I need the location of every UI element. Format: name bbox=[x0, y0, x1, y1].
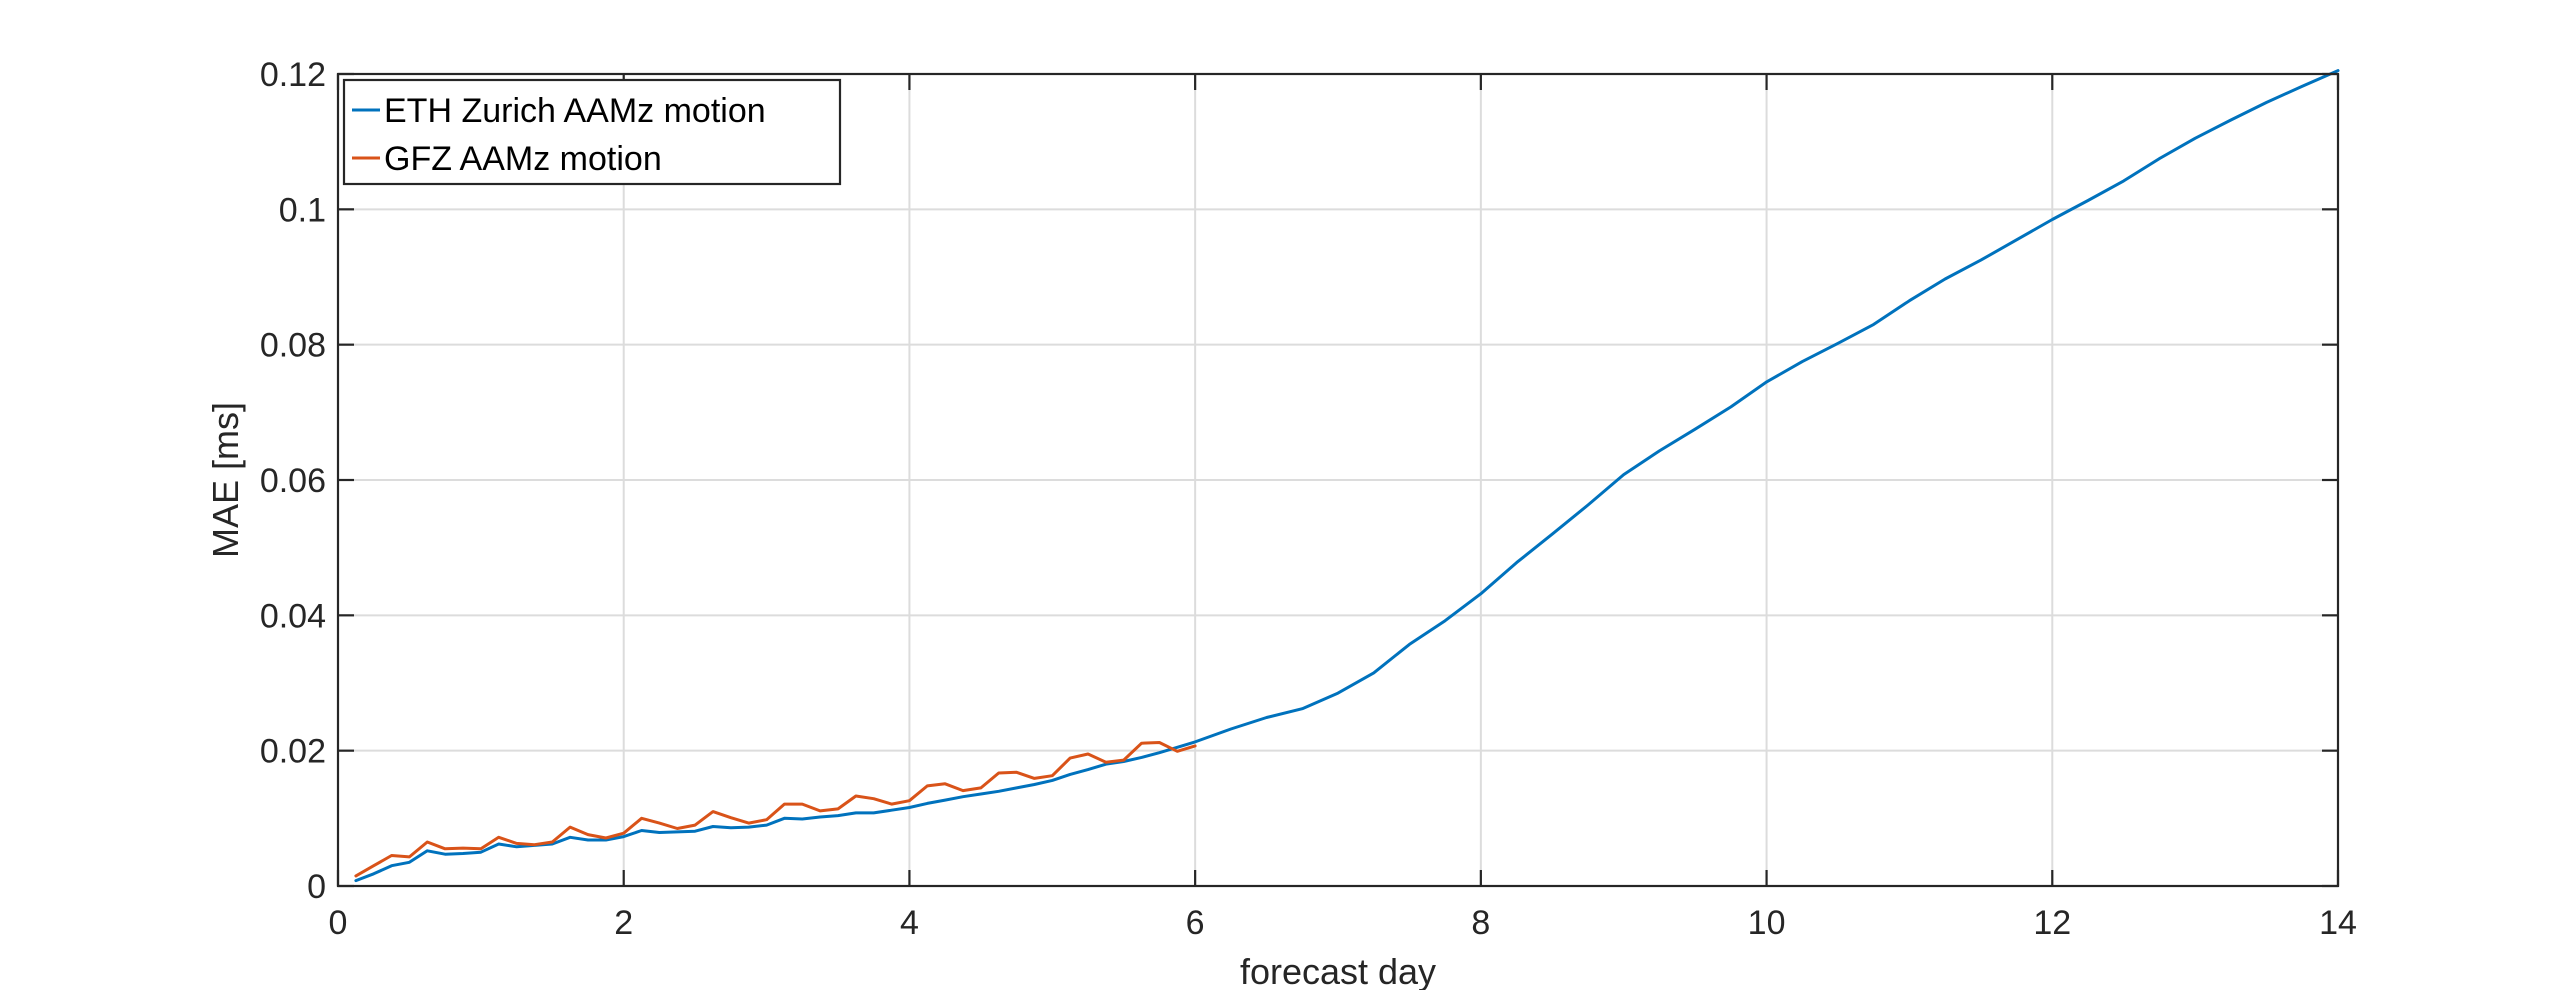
y-axis-title: MAE [ms] bbox=[205, 402, 246, 558]
tick-marks bbox=[336, 72, 2340, 888]
legend: ETH Zurich AAMz motion GFZ AAMz motion bbox=[342, 78, 842, 186]
plot-area bbox=[336, 69, 2340, 888]
y-tick-label: 0.1 bbox=[279, 191, 326, 229]
y-tick-label: 0.04 bbox=[260, 597, 326, 635]
x-tick-label: 14 bbox=[2319, 904, 2357, 942]
y-tick-label: 0.08 bbox=[260, 327, 326, 365]
y-tick-label: 0.12 bbox=[260, 56, 326, 94]
x-tick-label: 2 bbox=[614, 904, 633, 942]
x-tick-label: 6 bbox=[1186, 904, 1205, 942]
x-tick-label: 0 bbox=[329, 904, 348, 942]
y-tick-labels: 0 0.02 0.04 0.06 0.08 0.1 0.12 bbox=[260, 56, 326, 906]
legend-box bbox=[342, 78, 842, 186]
y-tick-label: 0.06 bbox=[260, 462, 326, 500]
x-tick-labels: 0 2 4 6 8 10 12 14 bbox=[329, 904, 2357, 942]
series-line-eth-zurich bbox=[354, 69, 2340, 883]
x-tick-label: 12 bbox=[2033, 904, 2071, 942]
legend-label: ETH Zurich AAMz motion bbox=[384, 92, 766, 130]
y-tick-label: 0 bbox=[307, 868, 326, 906]
x-axis-title: forecast day bbox=[1240, 951, 1436, 990]
y-tick-label: 0.02 bbox=[260, 733, 326, 771]
x-tick-label: 8 bbox=[1471, 904, 1490, 942]
series-layer bbox=[354, 69, 2340, 883]
x-tick-label: 10 bbox=[1748, 904, 1786, 942]
legend-label: GFZ AAMz motion bbox=[384, 140, 662, 178]
series-line-gfz bbox=[354, 741, 1197, 878]
grid bbox=[338, 74, 2338, 886]
x-tick-label: 4 bbox=[900, 904, 919, 942]
